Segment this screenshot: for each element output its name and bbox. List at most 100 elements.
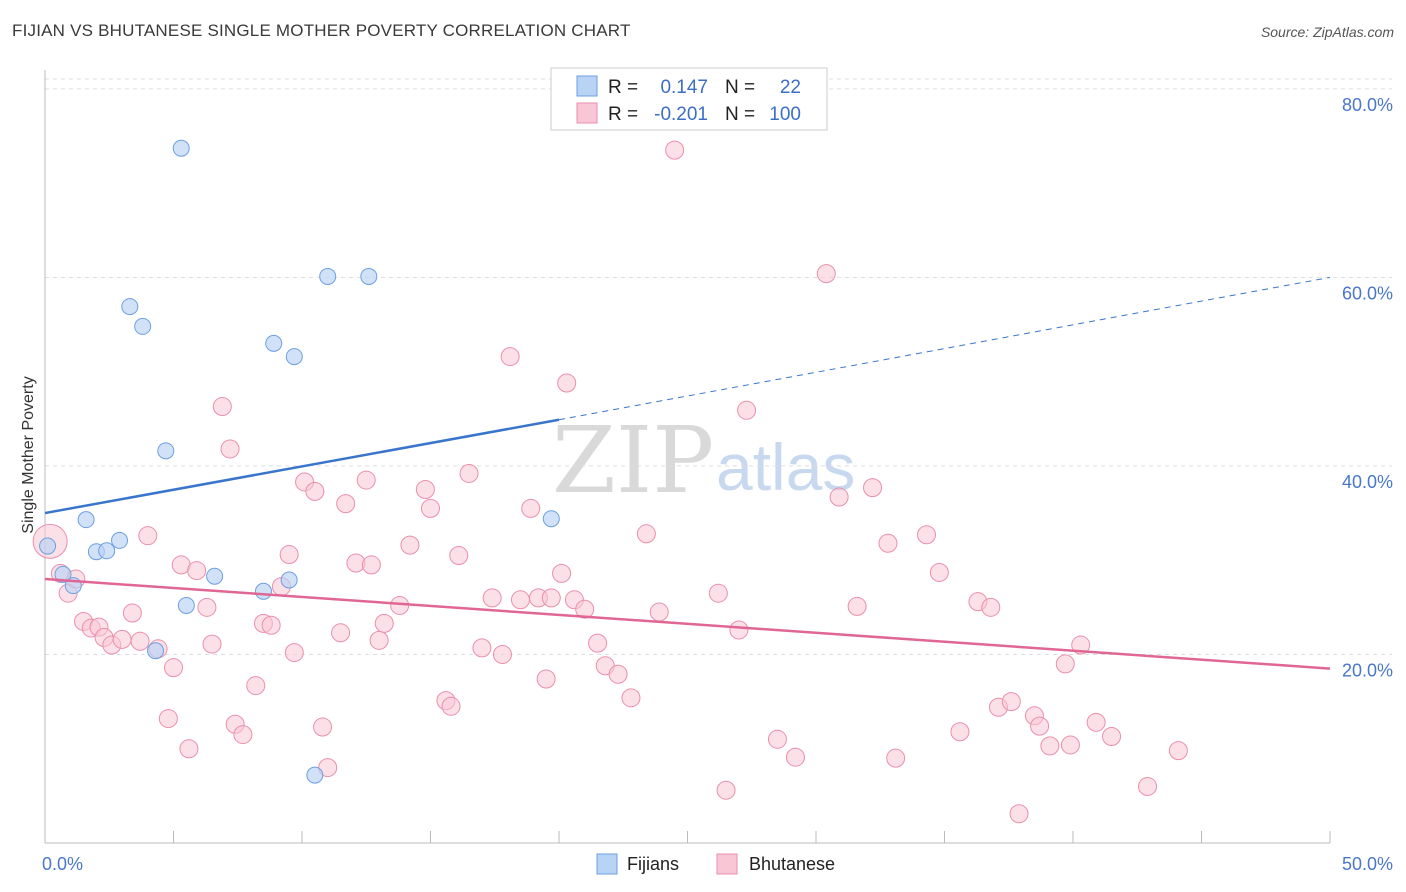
bhutanese-point [1030,716,1050,736]
bhutanese-point [636,524,656,544]
bhutanese-point [369,630,389,650]
bhutanese-point [1001,692,1021,712]
fijian-point [121,298,139,316]
bhutanese-point [492,644,512,664]
legend-r-value-bhutanese: -0.201 [654,104,708,125]
bhutanese-point [929,562,949,582]
bhutanese-point [878,533,898,553]
bhutanese-point [482,588,502,608]
bhutanese-point [649,602,669,622]
fijian-point [285,348,303,366]
fijian-point [111,531,129,549]
watermark-zip: ZIP [552,407,714,514]
bhutanese-point [449,545,469,565]
fijian-trend-extension [558,276,1331,421]
bhutanese-point [179,739,199,759]
bhutanese-point [279,545,299,565]
bhutanese-point [158,709,178,729]
fijian-point [39,537,57,555]
legend-r-value-fijians: 0.147 [660,77,708,98]
watermark: ZIP atlas [552,407,855,514]
bhutanese-point [552,563,572,583]
bhutanese-point [187,561,207,581]
series-legend-swatch-bhutanese [716,853,738,875]
bhutanese-point [816,264,836,284]
bhutanese-point [1040,736,1060,756]
bhutanese-point [202,634,222,654]
bhutanese-point [521,498,541,518]
bhutanese-point [708,583,728,603]
bhutanese-point [284,643,304,663]
bhutanese-point [1086,712,1106,732]
bhutanese-point [1102,726,1122,746]
legend-n-label-bhutanese: N = [725,104,755,125]
bhutanese-point [981,597,1001,617]
fijian-point [177,596,195,614]
series-legend-label-bhutanese: Bhutanese [749,854,835,874]
bhutanese-point [536,669,556,689]
legend-r-label-bhutanese: R = [608,104,638,125]
bhutanese-point [441,696,461,716]
bhutanese-point [261,615,281,635]
chart-title: FIJIAN VS BHUTANESE SINGLE MOTHER POVERT… [12,21,631,40]
bhutanese-point [500,347,520,367]
bhutanese-point [233,725,253,745]
bhutanese-point [374,613,394,633]
bhutanese-point [305,481,325,501]
fijian-point [280,571,298,589]
bhutanese-point [1071,635,1091,655]
bhutanese-point [1060,735,1080,755]
y-tick-label-20: 20.0% [1342,660,1393,680]
y-tick-label-80: 80.0% [1342,95,1393,115]
bhutanese-point [421,498,440,518]
bhutanese-point [246,676,266,696]
fijian-point [54,565,72,583]
fijian-point [172,139,190,157]
x-tick-label-max: 50.0% [1342,854,1393,874]
bhutanese-point [130,631,150,651]
bhutanese-point [1138,776,1158,796]
bhutanese-point [313,717,333,737]
fijian-point [147,642,165,660]
trend-lines [44,276,1331,670]
bhutanese-point [361,555,381,575]
bhutanese-point [1055,654,1075,674]
bhutanese-point [608,664,628,684]
bhutanese-point [588,633,608,653]
bhutanese-point [1168,741,1188,761]
bhutanese-point [829,487,849,507]
legend-n-label-fijians: N = [725,77,755,98]
y-tick-label-40: 40.0% [1342,472,1393,492]
bhutanese-point [459,463,479,483]
fijian-point [206,567,224,585]
bhutanese-point [917,525,937,545]
legend-n-value-fijians: 22 [780,77,801,98]
series-legend-label-fijians: Fijians [627,854,679,874]
bhutanese-point [557,373,577,393]
bhutanese-point [886,748,906,768]
bhutanese-point [220,439,240,459]
fijian-point [254,582,272,600]
fijian-point [77,511,95,529]
fijian-point [306,766,324,784]
bhutanese-point [138,526,158,546]
bhutanese-trend-line [44,577,1331,670]
series-legend-swatch-fijians [596,853,618,875]
fijian-point [265,334,283,352]
bhutanese-point [112,629,132,649]
bhutanese-point [716,780,736,800]
bhutanese-point [575,599,595,619]
fijian-point [360,267,378,285]
bhutanese-point [336,494,356,514]
legend-r-label-fijians: R = [608,77,638,98]
bhutanese-point [197,597,217,617]
bhutanese-point [400,535,420,555]
bhutanese-point [950,722,970,742]
source-credit: Source: ZipAtlas.com [1260,24,1394,40]
bhutanese-point [665,140,685,160]
fijian-point [319,267,337,285]
gridlines [45,78,1392,655]
bhutanese-point [1009,804,1029,824]
fijian-point [134,317,152,335]
